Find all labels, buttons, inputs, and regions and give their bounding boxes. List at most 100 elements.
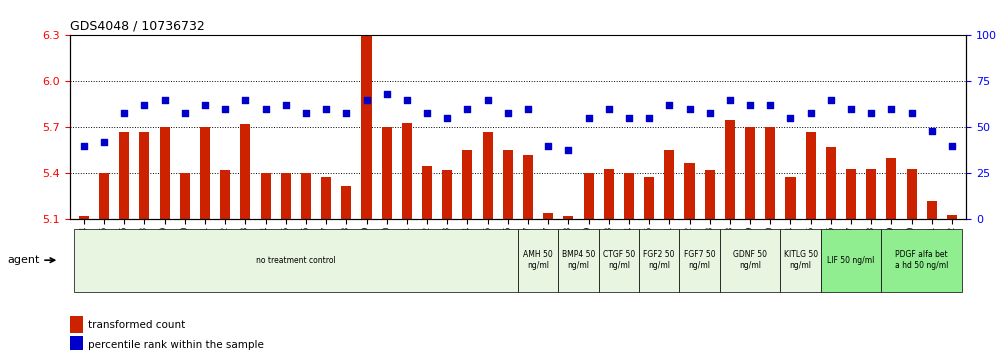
Point	[459, 106, 475, 112]
Point	[318, 106, 334, 112]
Point	[783, 115, 799, 121]
FancyBboxPatch shape	[781, 229, 821, 292]
Point	[823, 97, 839, 103]
Bar	[401, 123, 412, 219]
Text: GDS4048 / 10736732: GDS4048 / 10736732	[70, 20, 204, 33]
Point	[702, 110, 718, 115]
Bar	[623, 173, 634, 219]
Point	[359, 97, 374, 103]
Bar	[462, 150, 472, 219]
Point	[217, 106, 233, 112]
Bar	[321, 177, 331, 219]
Point	[76, 143, 92, 149]
Text: percentile rank within the sample: percentile rank within the sample	[88, 340, 264, 350]
Bar	[745, 127, 755, 219]
Bar	[79, 216, 89, 219]
Bar	[906, 169, 916, 219]
Bar	[684, 163, 694, 219]
Point	[621, 115, 636, 121]
Point	[681, 106, 697, 112]
Bar	[442, 170, 452, 219]
FancyBboxPatch shape	[599, 229, 639, 292]
Bar	[564, 216, 574, 219]
Bar	[70, 316, 84, 333]
Point	[540, 143, 556, 149]
FancyBboxPatch shape	[881, 229, 962, 292]
Point	[762, 103, 778, 108]
Point	[520, 106, 536, 112]
Text: FGF7 50
ng/ml: FGF7 50 ng/ml	[684, 251, 715, 270]
Bar	[301, 173, 311, 219]
Text: KITLG 50
ng/ml: KITLG 50 ng/ml	[784, 251, 818, 270]
Bar	[179, 173, 190, 219]
Point	[864, 110, 879, 115]
Point	[500, 110, 516, 115]
Point	[561, 147, 577, 152]
Bar	[70, 336, 84, 353]
Text: agent: agent	[7, 255, 55, 265]
Point	[480, 97, 496, 103]
Point	[96, 139, 112, 145]
Point	[601, 106, 617, 112]
Point	[944, 143, 960, 149]
Bar	[381, 127, 391, 219]
Text: FGF2 50
ng/ml: FGF2 50 ng/ml	[643, 251, 675, 270]
Bar	[362, 17, 372, 219]
Bar	[503, 150, 513, 219]
FancyBboxPatch shape	[679, 229, 720, 292]
Text: PDGF alfa bet
a hd 50 ng/ml: PDGF alfa bet a hd 50 ng/ml	[895, 251, 948, 270]
Bar	[523, 155, 533, 219]
Point	[237, 97, 253, 103]
Text: CTGF 50
ng/ml: CTGF 50 ng/ml	[603, 251, 635, 270]
Bar	[704, 170, 715, 219]
Point	[581, 115, 597, 121]
Point	[883, 106, 899, 112]
FancyBboxPatch shape	[74, 229, 518, 292]
FancyBboxPatch shape	[559, 229, 599, 292]
FancyBboxPatch shape	[518, 229, 559, 292]
Text: GDNF 50
ng/ml: GDNF 50 ng/ml	[733, 251, 767, 270]
FancyBboxPatch shape	[639, 229, 679, 292]
Point	[903, 110, 919, 115]
Bar	[483, 132, 493, 219]
Bar	[786, 177, 796, 219]
Text: no treatment control: no treatment control	[256, 256, 336, 265]
Point	[136, 103, 152, 108]
Bar	[200, 127, 210, 219]
Point	[156, 97, 172, 103]
Point	[803, 110, 819, 115]
FancyBboxPatch shape	[821, 229, 881, 292]
Text: AMH 50
ng/ml: AMH 50 ng/ml	[523, 251, 553, 270]
Point	[177, 110, 193, 115]
Bar	[947, 215, 957, 219]
Bar	[604, 169, 614, 219]
Bar	[867, 169, 876, 219]
Point	[339, 110, 355, 115]
Point	[298, 110, 314, 115]
FancyBboxPatch shape	[720, 229, 781, 292]
Bar	[584, 173, 594, 219]
Bar	[725, 120, 735, 219]
Text: BMP4 50
ng/ml: BMP4 50 ng/ml	[562, 251, 596, 270]
Point	[742, 103, 758, 108]
Bar	[543, 213, 553, 219]
Text: LIF 50 ng/ml: LIF 50 ng/ml	[828, 256, 874, 265]
Point	[661, 103, 677, 108]
Bar	[342, 186, 352, 219]
Point	[197, 103, 213, 108]
Point	[843, 106, 859, 112]
Bar	[826, 147, 836, 219]
Bar	[120, 132, 129, 219]
Point	[117, 110, 132, 115]
Bar	[644, 177, 654, 219]
Point	[924, 128, 940, 134]
Point	[399, 97, 415, 103]
Bar	[281, 173, 291, 219]
Bar	[220, 170, 230, 219]
Bar	[886, 158, 896, 219]
Bar	[422, 166, 432, 219]
Point	[378, 91, 394, 97]
Point	[419, 110, 435, 115]
Bar	[846, 169, 857, 219]
Bar	[926, 201, 937, 219]
